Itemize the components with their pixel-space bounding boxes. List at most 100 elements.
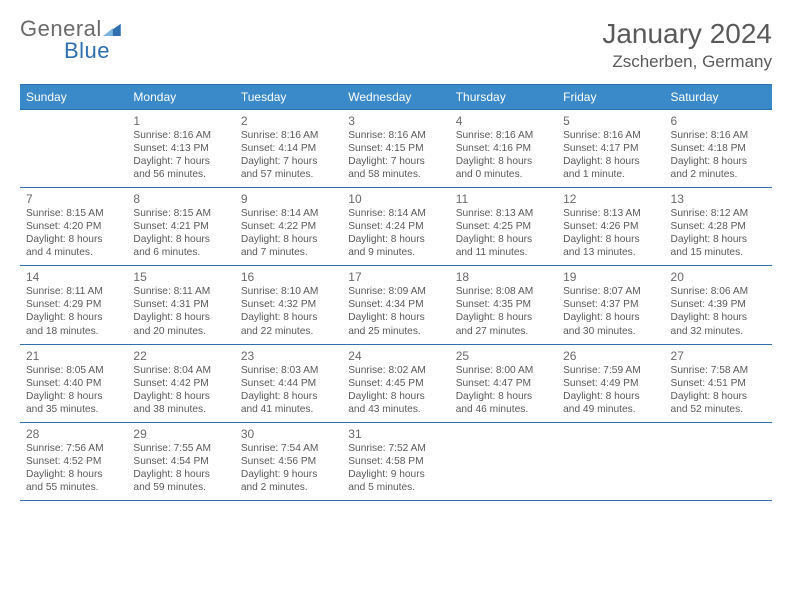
daylight-text: and 13 minutes. bbox=[563, 246, 658, 259]
daylight-text: and 22 minutes. bbox=[241, 325, 336, 338]
sunset-text: Sunset: 4:31 PM bbox=[133, 298, 228, 311]
sunset-text: Sunset: 4:52 PM bbox=[26, 455, 121, 468]
day-number: 12 bbox=[563, 192, 658, 206]
daylight-text: Daylight: 8 hours bbox=[133, 311, 228, 324]
daylight-text: and 38 minutes. bbox=[133, 403, 228, 416]
daylight-text: Daylight: 9 hours bbox=[348, 468, 443, 481]
sunrise-text: Sunrise: 7:52 AM bbox=[348, 442, 443, 455]
day-number: 19 bbox=[563, 270, 658, 284]
sunrise-text: Sunrise: 8:16 AM bbox=[241, 129, 336, 142]
weeks-container: 1Sunrise: 8:16 AMSunset: 4:13 PMDaylight… bbox=[20, 110, 772, 501]
sunrise-text: Sunrise: 7:58 AM bbox=[671, 364, 766, 377]
daylight-text: Daylight: 8 hours bbox=[563, 390, 658, 403]
daylight-text: and 0 minutes. bbox=[456, 168, 551, 181]
sunrise-text: Sunrise: 8:16 AM bbox=[456, 129, 551, 142]
daylight-text: and 2 minutes. bbox=[241, 481, 336, 494]
daylight-text: and 20 minutes. bbox=[133, 325, 228, 338]
daylight-text: and 4 minutes. bbox=[26, 246, 121, 259]
title-block: January 2024 Zscherben, Germany bbox=[602, 18, 772, 72]
daylight-text: Daylight: 8 hours bbox=[671, 155, 766, 168]
daylight-text: Daylight: 8 hours bbox=[456, 390, 551, 403]
day-cell: 8Sunrise: 8:15 AMSunset: 4:21 PMDaylight… bbox=[127, 188, 234, 265]
sunset-text: Sunset: 4:45 PM bbox=[348, 377, 443, 390]
daylight-text: and 49 minutes. bbox=[563, 403, 658, 416]
sunset-text: Sunset: 4:26 PM bbox=[563, 220, 658, 233]
day-cell: 4Sunrise: 8:16 AMSunset: 4:16 PMDaylight… bbox=[450, 110, 557, 187]
sunrise-text: Sunrise: 8:05 AM bbox=[26, 364, 121, 377]
day-number: 17 bbox=[348, 270, 443, 284]
sunset-text: Sunset: 4:58 PM bbox=[348, 455, 443, 468]
daylight-text: and 9 minutes. bbox=[348, 246, 443, 259]
week-row: 21Sunrise: 8:05 AMSunset: 4:40 PMDayligh… bbox=[20, 345, 772, 423]
daylight-text: and 1 minute. bbox=[563, 168, 658, 181]
sunset-text: Sunset: 4:13 PM bbox=[133, 142, 228, 155]
sunset-text: Sunset: 4:37 PM bbox=[563, 298, 658, 311]
sunrise-text: Sunrise: 8:03 AM bbox=[241, 364, 336, 377]
daylight-text: Daylight: 8 hours bbox=[26, 233, 121, 246]
daylight-text: Daylight: 9 hours bbox=[241, 468, 336, 481]
daylight-text: Daylight: 8 hours bbox=[563, 233, 658, 246]
daylight-text: Daylight: 7 hours bbox=[241, 155, 336, 168]
day-cell: 24Sunrise: 8:02 AMSunset: 4:45 PMDayligh… bbox=[342, 345, 449, 422]
day-cell: 11Sunrise: 8:13 AMSunset: 4:25 PMDayligh… bbox=[450, 188, 557, 265]
day-cell: 30Sunrise: 7:54 AMSunset: 4:56 PMDayligh… bbox=[235, 423, 342, 500]
day-number: 14 bbox=[26, 270, 121, 284]
day-cell: 12Sunrise: 8:13 AMSunset: 4:26 PMDayligh… bbox=[557, 188, 664, 265]
daylight-text: and 57 minutes. bbox=[241, 168, 336, 181]
daylight-text: Daylight: 8 hours bbox=[348, 390, 443, 403]
sunrise-text: Sunrise: 8:16 AM bbox=[133, 129, 228, 142]
daylight-text: Daylight: 8 hours bbox=[348, 233, 443, 246]
daylight-text: and 25 minutes. bbox=[348, 325, 443, 338]
day-header: Tuesday bbox=[235, 85, 342, 109]
sunset-text: Sunset: 4:54 PM bbox=[133, 455, 228, 468]
sunrise-text: Sunrise: 8:13 AM bbox=[563, 207, 658, 220]
daylight-text: Daylight: 8 hours bbox=[133, 233, 228, 246]
page-header: GeneralBlue January 2024 Zscherben, Germ… bbox=[20, 18, 772, 72]
sunrise-text: Sunrise: 8:07 AM bbox=[563, 285, 658, 298]
day-cell: 21Sunrise: 8:05 AMSunset: 4:40 PMDayligh… bbox=[20, 345, 127, 422]
sunset-text: Sunset: 4:15 PM bbox=[348, 142, 443, 155]
daylight-text: and 55 minutes. bbox=[26, 481, 121, 494]
daylight-text: and 18 minutes. bbox=[26, 325, 121, 338]
sunset-text: Sunset: 4:21 PM bbox=[133, 220, 228, 233]
sunset-text: Sunset: 4:49 PM bbox=[563, 377, 658, 390]
day-cell: 22Sunrise: 8:04 AMSunset: 4:42 PMDayligh… bbox=[127, 345, 234, 422]
daylight-text: Daylight: 8 hours bbox=[133, 390, 228, 403]
day-number: 28 bbox=[26, 427, 121, 441]
day-header: Monday bbox=[127, 85, 234, 109]
brand-logo: GeneralBlue bbox=[20, 18, 121, 62]
day-number: 25 bbox=[456, 349, 551, 363]
daylight-text: Daylight: 8 hours bbox=[241, 390, 336, 403]
day-number: 22 bbox=[133, 349, 228, 363]
day-cell: 15Sunrise: 8:11 AMSunset: 4:31 PMDayligh… bbox=[127, 266, 234, 343]
sunset-text: Sunset: 4:39 PM bbox=[671, 298, 766, 311]
day-number: 2 bbox=[241, 114, 336, 128]
daylight-text: and 58 minutes. bbox=[348, 168, 443, 181]
daylight-text: Daylight: 8 hours bbox=[241, 311, 336, 324]
day-header: Wednesday bbox=[342, 85, 449, 109]
sunrise-text: Sunrise: 8:12 AM bbox=[671, 207, 766, 220]
day-number: 10 bbox=[348, 192, 443, 206]
daylight-text: Daylight: 8 hours bbox=[26, 468, 121, 481]
sunrise-text: Sunrise: 8:16 AM bbox=[563, 129, 658, 142]
sunset-text: Sunset: 4:29 PM bbox=[26, 298, 121, 311]
daylight-text: and 7 minutes. bbox=[241, 246, 336, 259]
day-cell: 10Sunrise: 8:14 AMSunset: 4:24 PMDayligh… bbox=[342, 188, 449, 265]
daylight-text: and 43 minutes. bbox=[348, 403, 443, 416]
daylight-text: Daylight: 8 hours bbox=[26, 390, 121, 403]
day-number: 15 bbox=[133, 270, 228, 284]
daylight-text: Daylight: 7 hours bbox=[348, 155, 443, 168]
day-cell: 1Sunrise: 8:16 AMSunset: 4:13 PMDaylight… bbox=[127, 110, 234, 187]
sunrise-text: Sunrise: 8:14 AM bbox=[348, 207, 443, 220]
daylight-text: and 2 minutes. bbox=[671, 168, 766, 181]
daylight-text: Daylight: 8 hours bbox=[241, 233, 336, 246]
sunrise-text: Sunrise: 8:16 AM bbox=[348, 129, 443, 142]
day-number: 24 bbox=[348, 349, 443, 363]
day-cell bbox=[20, 110, 127, 187]
daylight-text: and 35 minutes. bbox=[26, 403, 121, 416]
day-cell: 5Sunrise: 8:16 AMSunset: 4:17 PMDaylight… bbox=[557, 110, 664, 187]
sunset-text: Sunset: 4:32 PM bbox=[241, 298, 336, 311]
day-number: 27 bbox=[671, 349, 766, 363]
day-number: 23 bbox=[241, 349, 336, 363]
sunrise-text: Sunrise: 8:14 AM bbox=[241, 207, 336, 220]
